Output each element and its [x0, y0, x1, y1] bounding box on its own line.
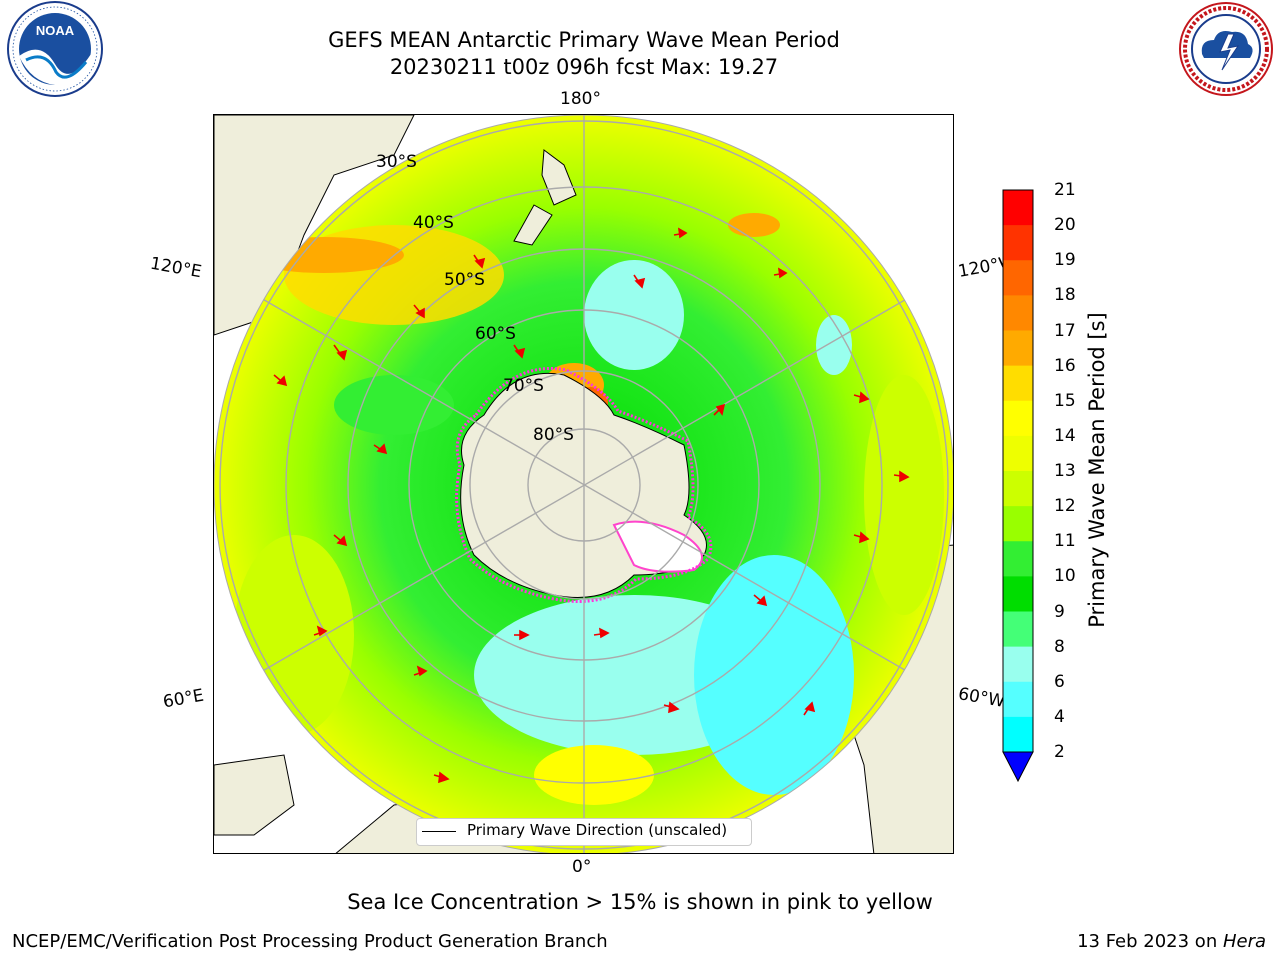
colorbar-segment — [1003, 190, 1033, 226]
colorbar-segment — [1003, 260, 1033, 296]
lon-label-120e: 120°E — [148, 253, 204, 283]
polar-map — [214, 115, 953, 853]
lon-label-0: 0° — [572, 857, 592, 877]
colorbar-tick-label: 10 — [1054, 566, 1076, 587]
colorbar-segment — [1003, 295, 1033, 331]
colorbar-segment — [1003, 716, 1033, 753]
colorbar-tick-label: 21 — [1054, 180, 1076, 200]
colorbar-tick-label: 15 — [1054, 390, 1076, 411]
lon-label-60e: 60°E — [161, 685, 206, 713]
colorbar-label: Primary Wave Mean Period [s] — [1085, 312, 1109, 628]
lat-label-80s: 80°S — [533, 425, 574, 445]
colorbar-tick-label: 19 — [1054, 250, 1076, 271]
colorbar-segment — [1003, 330, 1033, 367]
colorbar-extend-arrow — [1002, 751, 1034, 783]
colorbar-tick-label: 17 — [1054, 320, 1076, 341]
colorbar-segment — [1003, 541, 1033, 577]
lat-label-60s: 60°S — [475, 324, 516, 344]
lat-label-30s: 30°S — [376, 152, 417, 172]
colorbar-segment — [1003, 611, 1033, 648]
map-frame — [213, 114, 954, 854]
colorbar-tick-label: 9 — [1054, 601, 1065, 622]
colorbar-tick-label: 20 — [1054, 215, 1076, 236]
colorbar-segment — [1003, 400, 1033, 437]
colorbar-segment — [1003, 435, 1033, 472]
chart-title: GEFS MEAN Antarctic Primary Wave Mean Pe… — [328, 28, 840, 52]
sea-ice-caption: Sea Ice Concentration > 15% is shown in … — [347, 890, 933, 914]
lat-label-70s: 70°S — [503, 376, 544, 396]
colorbar-tick-label: 6 — [1054, 671, 1065, 692]
colorbar-tick-label: 4 — [1054, 706, 1065, 727]
lat-label-50s: 50°S — [444, 270, 485, 290]
colorbar-segment — [1003, 576, 1033, 612]
footer-branch: NCEP/EMC/Verification Post Processing Pr… — [12, 931, 608, 952]
colorbar-tick-label: 16 — [1054, 355, 1076, 376]
colorbar-segment — [1003, 506, 1033, 542]
footer-date-text: 13 Feb 2023 on — [1077, 931, 1223, 952]
national-weather-service-logo — [1179, 2, 1273, 96]
colorbar-segment — [1003, 365, 1033, 402]
colorbar-tick-label: 18 — [1054, 285, 1076, 306]
legend-line-swatch — [422, 831, 456, 832]
colorbar-tick-label: 12 — [1054, 496, 1076, 517]
lon-label-60w: 60°W — [956, 684, 1007, 712]
colorbar-segment — [1003, 225, 1033, 261]
colorbar-tick-label: 2 — [1054, 742, 1065, 762]
map-legend — [416, 818, 752, 846]
footer-date: 13 Feb 2023 on Hera — [1077, 931, 1266, 952]
colorbar-segment — [1003, 646, 1033, 683]
colorbar-tick-label: 13 — [1054, 461, 1076, 481]
wave-direction-arrows — [273, 227, 910, 784]
chart-subtitle: 20230211 t00z 096h fcst Max: 19.27 — [389, 55, 779, 79]
colorbar-segment — [1003, 681, 1033, 718]
colorbar-segment — [1003, 471, 1033, 507]
colorbar — [1002, 189, 1034, 783]
legend-label: Primary Wave Direction (unscaled) — [467, 821, 728, 839]
colorbar-tick-label: 8 — [1054, 636, 1065, 657]
lon-label-180: 180° — [560, 89, 601, 109]
lat-label-40s: 40°S — [413, 213, 454, 233]
colorbar-tick-label: 14 — [1054, 425, 1076, 446]
colorbar-tick-label: 11 — [1054, 531, 1076, 552]
noaa-logo: NOAA — [7, 1, 103, 97]
footer-host: Hera — [1222, 931, 1266, 952]
svg-text:NOAA: NOAA — [36, 23, 75, 38]
